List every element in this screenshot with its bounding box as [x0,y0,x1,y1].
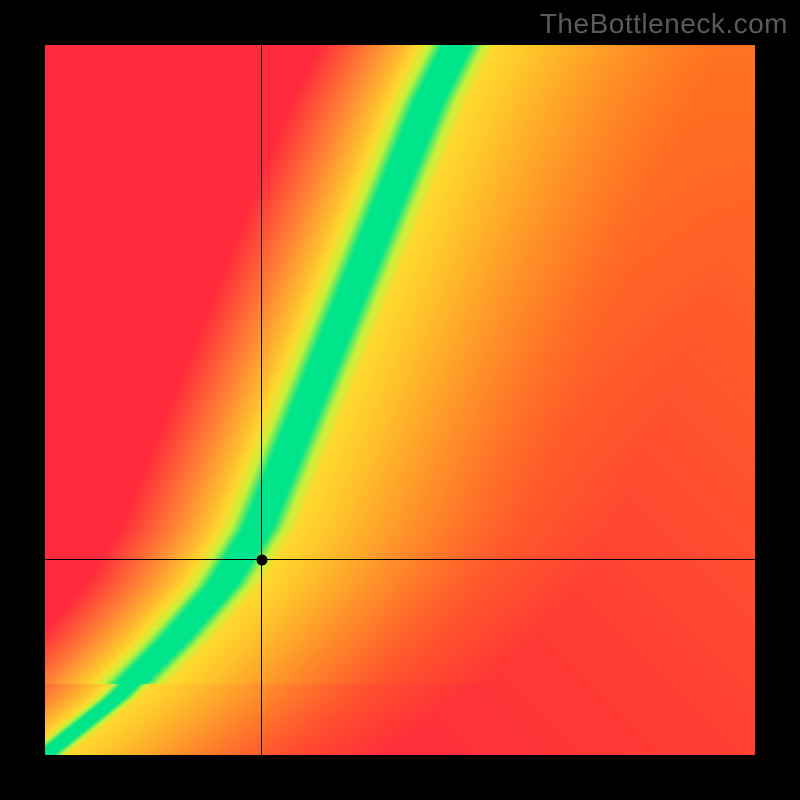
watermark-text: TheBottleneck.com [540,8,788,40]
crosshair-marker [256,554,267,565]
frame-bottom [0,755,800,800]
frame-left [0,0,45,800]
heatmap-plot [45,45,755,755]
frame-right [755,0,800,800]
crosshair-vertical [261,45,262,755]
crosshair-horizontal [45,559,755,560]
